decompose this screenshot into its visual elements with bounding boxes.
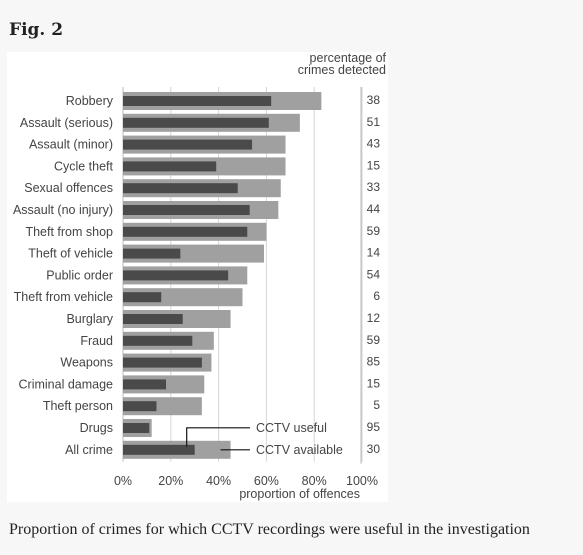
detected-header-line: percentage of <box>310 51 387 65</box>
detected-header-line: crimes detected <box>298 63 386 77</box>
detected-value-burglary: 12 <box>367 311 381 325</box>
detected-value-cycle-theft: 15 <box>367 158 381 172</box>
category-label-all-crime: All crime <box>65 443 113 457</box>
figure-caption: Proportion of crimes for which CCTV reco… <box>9 521 530 538</box>
figure-label: Fig. 2 <box>9 20 64 40</box>
category-label-theft-from-vehicle: Theft from vehicle <box>14 290 113 304</box>
category-label-drugs: Drugs <box>80 421 113 435</box>
bar-useful-assault-no-injury <box>123 205 250 215</box>
category-label-public-order: Public order <box>46 268 113 282</box>
bar-useful-sexual-offences <box>123 183 238 194</box>
x-tick-100: 100% <box>346 474 378 488</box>
bar-useful-cycle-theft <box>123 161 217 172</box>
detected-value-theft-of-vehicle: 14 <box>367 246 381 260</box>
legend: CCTV useful CCTV available <box>186 421 343 457</box>
legend-available-label: CCTV available <box>256 443 343 457</box>
bar-useful-burglary <box>123 314 183 324</box>
bar-useful-theft-from-vehicle <box>123 292 162 303</box>
legend-useful-label: CCTV useful <box>256 421 327 435</box>
detected-value-sexual-offences: 33 <box>367 180 381 194</box>
detected-value-fraud: 59 <box>367 333 381 347</box>
detected-value-drugs: 95 <box>367 420 381 434</box>
category-label-weapons: Weapons <box>60 356 113 370</box>
category-label-assault-no-injury: Assault (no injury) <box>13 203 113 217</box>
x-tick-40: 40% <box>206 474 231 488</box>
detected-value-theft-from-shop: 59 <box>367 224 381 238</box>
detected-column: 38 51 43 15 33 44 59 14 54 6 12 59 85 15 5 95 30 percenta… <box>298 51 387 464</box>
category-label-assault-serious: Assault (serious) <box>20 116 113 130</box>
bar-useful-fraud <box>123 335 193 346</box>
bar-useful-criminal-damage <box>123 379 167 390</box>
bar-useful-assault-minor <box>123 139 253 150</box>
category-label-theft-person: Theft person <box>43 399 113 413</box>
category-label-burglary: Burglary <box>66 312 113 326</box>
legend-useful-leader <box>186 427 250 447</box>
bar-useful-theft-of-vehicle <box>123 248 181 259</box>
detected-value-criminal-damage: 15 <box>367 376 381 390</box>
detected-value-assault-minor: 43 <box>367 137 381 151</box>
category-labels: Robbery Assault (serious) Assault (minor) C… <box>13 94 114 457</box>
bar-useful-assault-serious <box>123 117 269 128</box>
detected-value-public-order: 54 <box>367 267 381 281</box>
x-tick-60: 60% <box>254 474 279 488</box>
category-label-assault-minor: Assault (minor) <box>29 138 113 152</box>
category-label-criminal-damage: Criminal damage <box>19 377 114 391</box>
x-tick-0: 0% <box>114 474 132 488</box>
bar-useful-theft-from-shop <box>123 226 248 237</box>
x-axis-label: proportion of offences <box>239 487 360 501</box>
bar-useful-theft-person <box>123 401 157 412</box>
detected-value-assault-no-injury: 44 <box>367 202 381 216</box>
detected-value-theft-person: 5 <box>373 398 380 412</box>
bar-useful-public-order <box>123 270 229 281</box>
detected-value-all-crime: 30 <box>367 442 381 456</box>
bar-useful-drugs <box>123 423 150 433</box>
bars <box>123 92 322 459</box>
bar-useful-all-crime <box>123 444 195 455</box>
category-label-robbery: Robbery <box>66 94 114 108</box>
bar-useful-weapons <box>123 357 202 368</box>
category-label-cycle-theft: Cycle theft <box>54 159 114 173</box>
x-tick-20: 20% <box>158 474 183 488</box>
bar-useful-robbery <box>123 96 272 106</box>
category-label-sexual-offences: Sexual offences <box>24 181 113 195</box>
detected-value-weapons: 85 <box>367 355 381 369</box>
category-label-theft-from-shop: Theft from shop <box>25 225 113 239</box>
x-tick-80: 80% <box>302 474 327 488</box>
detected-value-assault-serious: 51 <box>367 115 381 129</box>
category-label-theft-of-vehicle: Theft of vehicle <box>28 247 113 261</box>
category-label-fraud: Fraud <box>80 334 113 348</box>
x-axis: 0% 20% 40% 60% 80% 100%proportion of offences <box>114 474 378 501</box>
detected-value-theft-from-vehicle: 6 <box>373 289 380 303</box>
detected-value-robbery: 38 <box>367 93 381 107</box>
